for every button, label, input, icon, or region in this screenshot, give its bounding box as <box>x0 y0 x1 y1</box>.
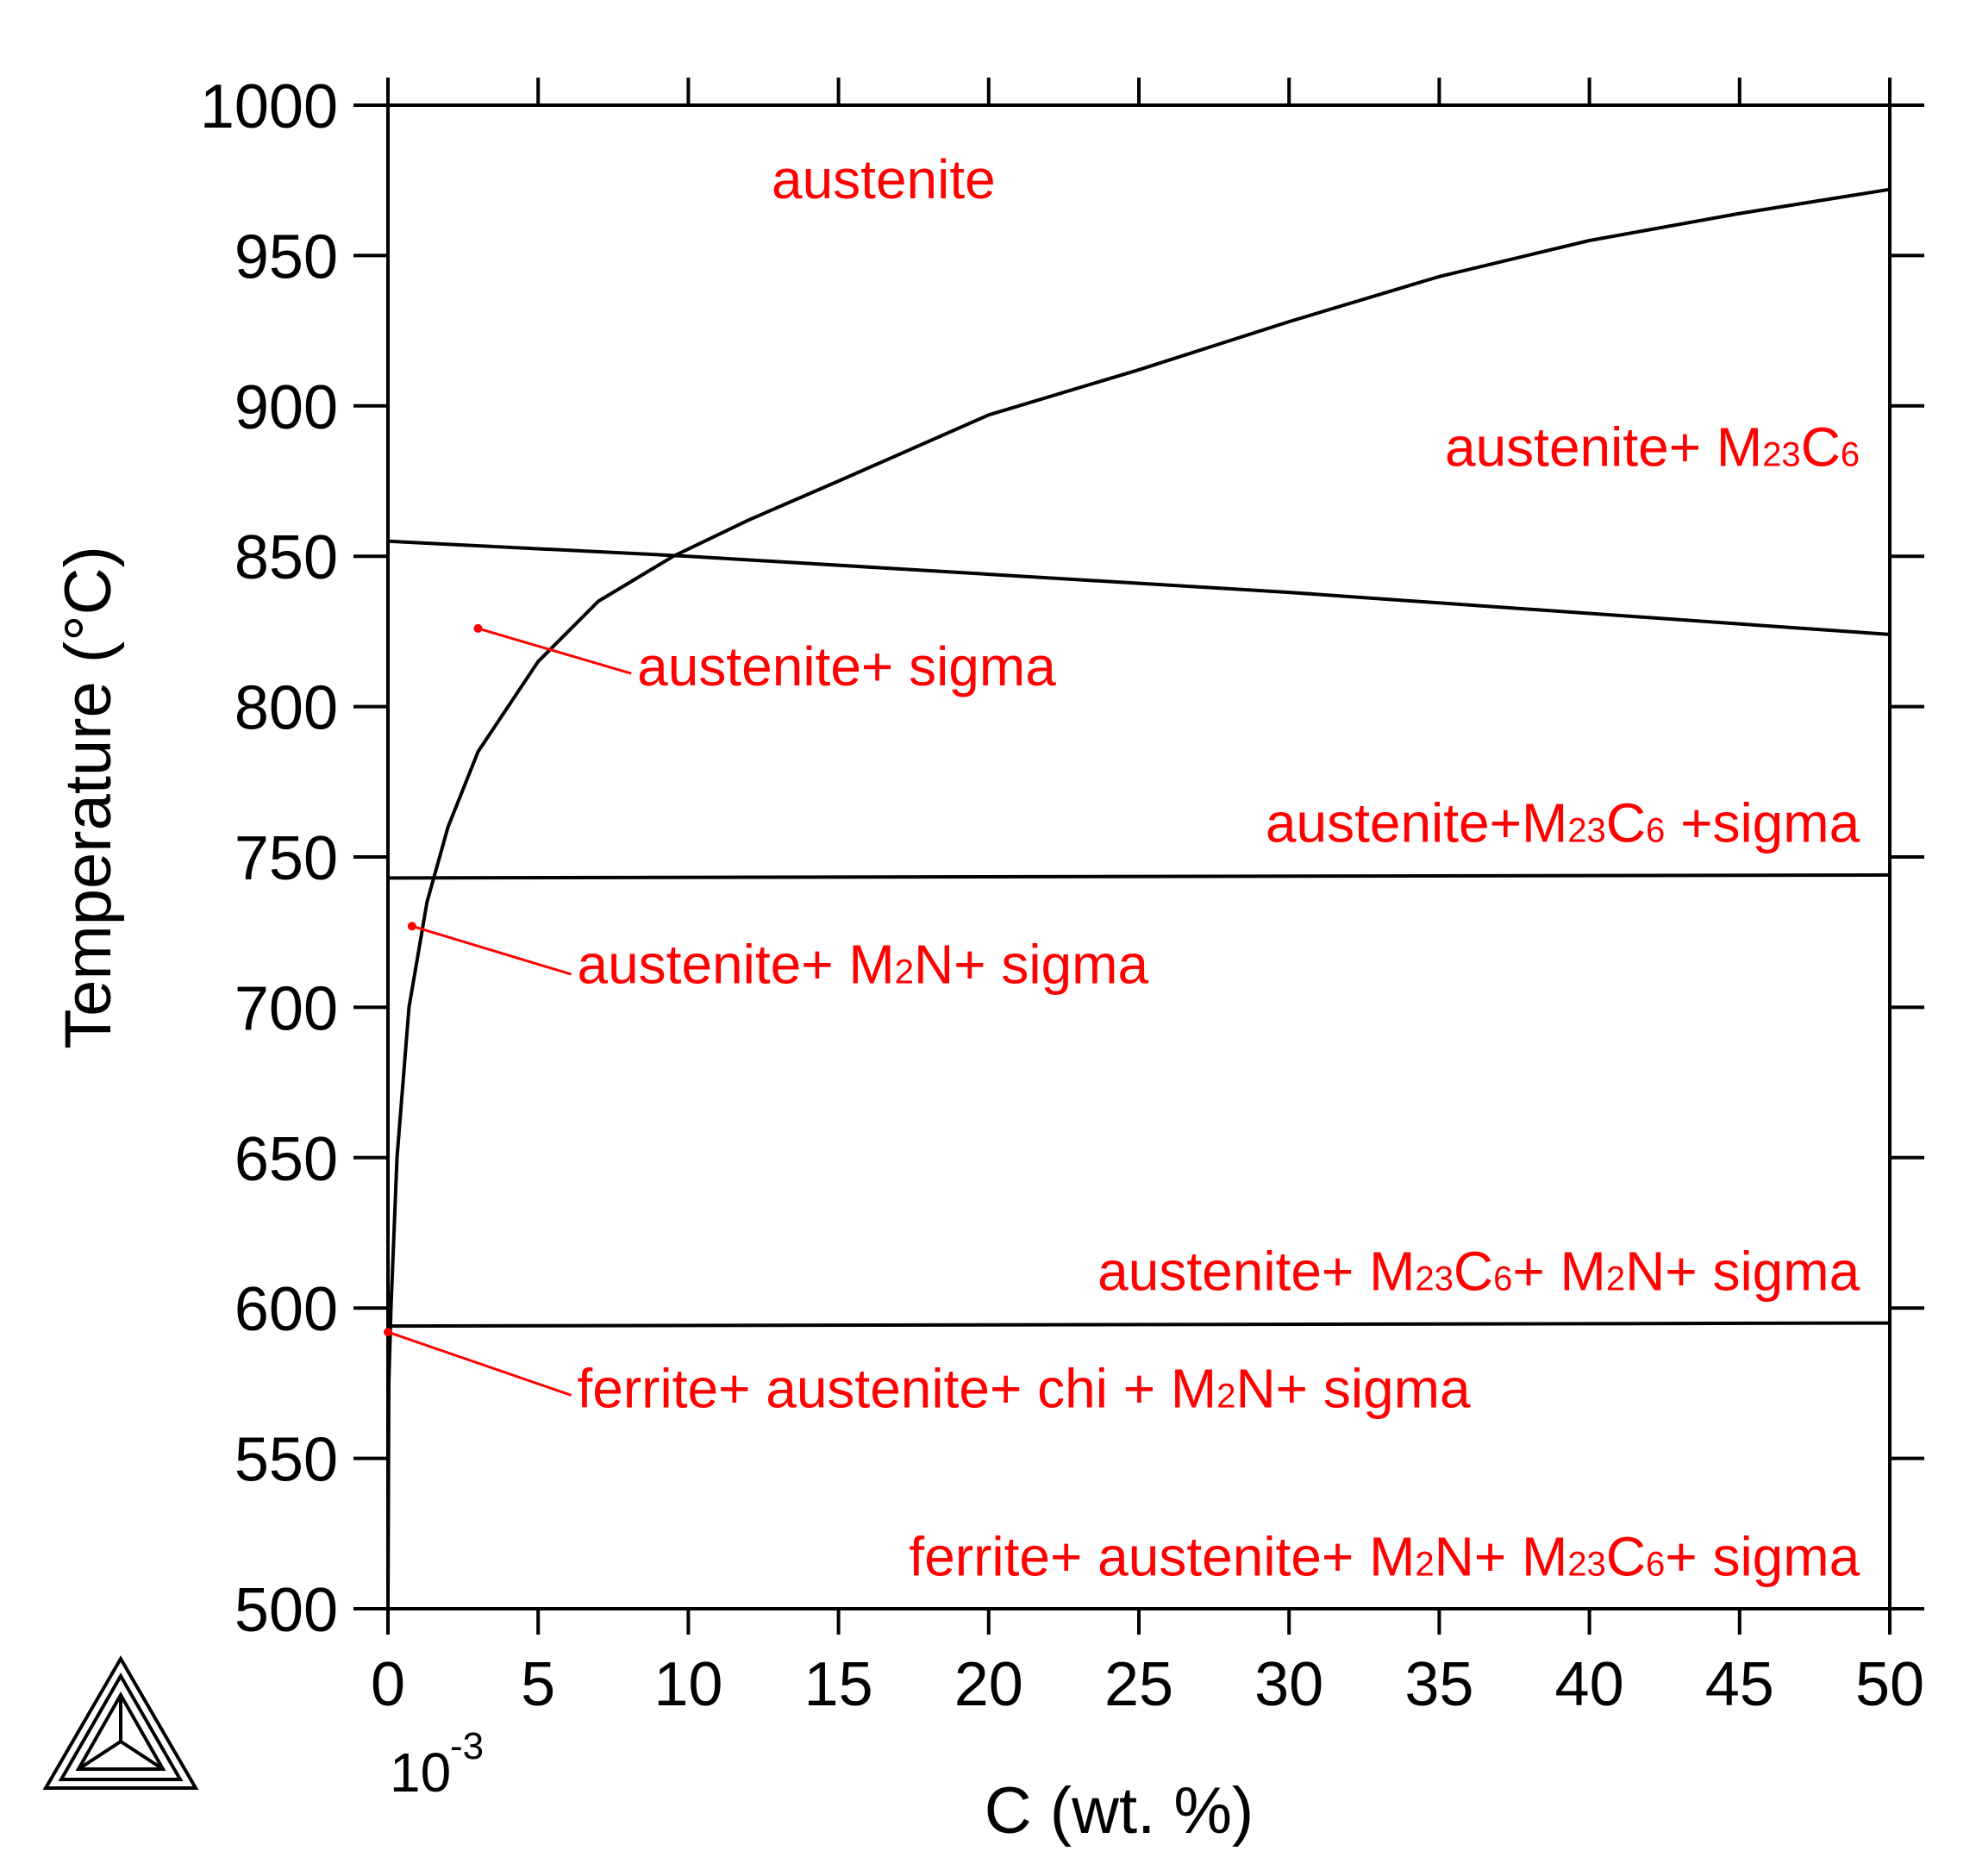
label-part: + sigma <box>1665 1526 1860 1588</box>
region-label-text: austenite+M23C6 +sigma <box>1266 792 1860 854</box>
y-tick-label: 500 <box>234 1576 338 1645</box>
x-tick-label: 50 <box>1855 1650 1924 1719</box>
leader-line <box>411 924 572 976</box>
y-tick-label: 850 <box>234 523 338 592</box>
subscript: 6 <box>1646 1546 1665 1584</box>
label-part: N+ sigma <box>1625 1240 1860 1302</box>
region-label-1: austenite <box>772 148 996 210</box>
phase-boundary-line-2 <box>387 539 1891 636</box>
label-part: C <box>1606 792 1646 854</box>
region-label-text: austenite+ M2N+ sigma <box>577 933 1148 995</box>
subscript: 6 <box>1646 812 1665 850</box>
thermo-calc-triangle-logo <box>42 1655 199 1790</box>
region-label-text: austenite+ M23C6 <box>1445 416 1860 478</box>
y-tick-label: 550 <box>234 1426 338 1495</box>
label-part: ferrite+ austenite+ chi + M <box>577 1357 1216 1419</box>
region-label-text: ferrite+ austenite+ chi + M2N+ sigma <box>577 1357 1470 1419</box>
label-part: N+ sigma <box>914 933 1149 995</box>
subscript: 2 <box>895 953 914 991</box>
leader-dot <box>384 1328 392 1337</box>
y-tick-label: 650 <box>234 1125 338 1194</box>
leader-line <box>478 627 632 675</box>
x-tick-label: 45 <box>1705 1650 1774 1719</box>
y-axis-title: Temperature (°C) <box>52 546 125 1049</box>
subscript: 2 <box>1606 1260 1625 1298</box>
x-tick-label: 5 <box>521 1650 555 1719</box>
subscript: 23 <box>1567 812 1606 850</box>
region-label-text: austenite+ M23C6+ M2N+ sigma <box>1097 1240 1860 1302</box>
phase-boundary-line-1 <box>386 187 1891 1610</box>
y-tick-label: 600 <box>234 1275 338 1344</box>
label-part: austenite+ M <box>577 933 894 995</box>
phase-boundaries <box>386 187 1891 1610</box>
label-part: C <box>1454 1240 1493 1302</box>
label-part: +sigma <box>1665 792 1860 854</box>
y-tick-label: 800 <box>234 674 338 743</box>
subscript: 23 <box>1762 436 1801 474</box>
label-part: N+ sigma <box>1235 1357 1471 1419</box>
label-part: C <box>1801 416 1841 478</box>
x-tick-label: 0 <box>371 1650 405 1719</box>
label-part: austenite <box>772 148 996 210</box>
x-multiplier-exponent: -3 <box>450 1725 484 1767</box>
y-tick-label: 1000 <box>200 72 338 141</box>
y-tick-label: 900 <box>234 373 338 442</box>
label-part: austenite+M <box>1266 792 1567 854</box>
subscript: 2 <box>1415 1546 1434 1584</box>
label-part: N+ M <box>1435 1526 1568 1588</box>
region-label-6: austenite+ M23C6+ M2N+ sigma <box>1097 1240 1860 1302</box>
region-label-text: austenite <box>772 148 996 210</box>
axis-ticks: 0 5 10 15 20 25 30 35 40 45 50 500 550 600 650 700 750 80… <box>200 72 1924 1719</box>
x-tick-label: 40 <box>1555 1650 1624 1719</box>
region-label-text: ferrite+ austenite+ M2N+ M23C6+ sigma <box>909 1526 1860 1588</box>
x-multiplier: 10 -3 <box>390 1725 484 1804</box>
label-part: austenite+ M <box>1445 416 1762 478</box>
y-tick-label: 950 <box>234 222 338 291</box>
subscript: 23 <box>1415 1260 1454 1298</box>
subscript: 6 <box>1493 1260 1512 1298</box>
y-tick-label: 750 <box>234 824 338 893</box>
region-label-text: austenite+ sigma <box>637 635 1056 697</box>
x-tick-label: 35 <box>1404 1650 1473 1719</box>
region-label-3: austenite+ sigma <box>473 623 1056 697</box>
subscript: 6 <box>1841 436 1860 474</box>
region-label-7: ferrite+ austenite+ chi + M2N+ sigma <box>384 1328 1471 1419</box>
label-part: austenite+ sigma <box>637 635 1056 697</box>
x-multiplier-base: 10 <box>390 1742 451 1804</box>
leader-dot <box>473 623 483 633</box>
phase-boundary-line-4 <box>387 1321 1891 1329</box>
region-label-5: austenite+ M2N+ sigma <box>407 922 1148 995</box>
x-tick-label: 20 <box>954 1650 1023 1719</box>
x-tick-label: 15 <box>804 1650 873 1719</box>
phase-boundary-line-3 <box>387 872 1891 880</box>
region-label-8: ferrite+ austenite+ M2N+ M23C6+ sigma <box>909 1526 1860 1588</box>
region-label-2: austenite+ M23C6 <box>1445 416 1860 478</box>
label-part: + M <box>1512 1240 1605 1302</box>
x-tick-label: 10 <box>653 1650 722 1719</box>
leader-dot <box>407 922 416 931</box>
label-part: ferrite+ austenite+ M <box>909 1526 1415 1588</box>
y-tick-label: 700 <box>234 974 338 1043</box>
label-part: C <box>1606 1526 1646 1588</box>
x-axis-title: C (wt. %) <box>985 1774 1254 1848</box>
subscript: 2 <box>1216 1377 1235 1415</box>
region-label-4: austenite+M23C6 +sigma <box>1266 792 1860 854</box>
label-part: austenite+ M <box>1097 1240 1415 1302</box>
x-tick-label: 25 <box>1104 1650 1173 1719</box>
subscript: 23 <box>1567 1546 1606 1584</box>
x-tick-label: 30 <box>1254 1650 1323 1719</box>
leader-line <box>387 1330 572 1397</box>
